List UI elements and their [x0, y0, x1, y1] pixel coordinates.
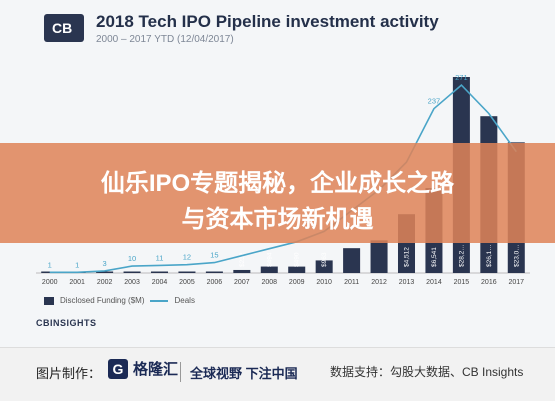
deals-value-label: 11	[156, 253, 164, 262]
x-tick-label: 2010	[316, 279, 332, 286]
x-tick-label: 2015	[454, 279, 470, 286]
x-tick-label: 2012	[371, 279, 387, 286]
bar-value-label: $963	[321, 252, 328, 267]
deals-value-label: 237	[428, 97, 441, 106]
bar	[205, 271, 223, 273]
x-tick-label: 2008	[261, 279, 277, 286]
x-tick-label: 2009	[289, 279, 305, 286]
bar	[315, 260, 333, 273]
logo-text: CB	[52, 20, 73, 36]
bar	[370, 240, 388, 273]
x-tick-label: 2013	[399, 279, 415, 286]
chart-legend: Disclosed Funding ($M) Deals	[44, 296, 195, 305]
legend-bar-label: Disclosed Funding ($M)	[60, 296, 145, 305]
x-tick-label: 2003	[124, 279, 140, 286]
bar-value-label: $26,1…	[486, 244, 493, 267]
chart-subtitle: 2000 – 2017 YTD (12/04/2017)	[96, 34, 234, 45]
bar-value-label: $28,2…	[458, 244, 465, 267]
deals-value-label: 12	[183, 253, 191, 262]
bar-value-label: $6,541	[431, 247, 438, 267]
footer: 图片制作： G 格隆汇 全球视野 下注中国 数据支持：勾股大数据、CB Insi…	[0, 347, 555, 401]
bar-value-label: $494	[266, 252, 273, 267]
banner-line-2: 与资本市场新机遇	[181, 206, 374, 233]
bar-value-label: $4,512	[404, 247, 411, 267]
deals-value-label: 10	[128, 254, 136, 263]
deals-value-label: 271	[455, 73, 468, 82]
bar	[178, 271, 196, 273]
cb-logo: CB	[44, 14, 84, 42]
bar	[123, 271, 141, 273]
source-brand: CBINSIGHTS	[36, 318, 97, 328]
bar	[343, 248, 361, 273]
legend-bar-swatch	[44, 296, 54, 305]
banner-line-1: 仙乐IPO专题揭秘，企业成长之路	[100, 170, 455, 197]
bar	[288, 266, 306, 273]
legend-line-label: Deals	[174, 296, 195, 305]
x-tick-label: 2016	[481, 279, 497, 286]
bar	[96, 271, 114, 273]
data-source: 数据支持：勾股大数据、CB Insights	[330, 365, 524, 379]
chart-title: 2018 Tech IPO Pipeline investment activi…	[96, 12, 439, 31]
x-tick-label: 2001	[69, 279, 85, 286]
x-tick-label: 2004	[152, 279, 168, 286]
deals-value-label: 15	[210, 251, 218, 260]
overlay-banner: 仙乐IPO专题揭秘，企业成长之路 与资本市场新机遇	[0, 143, 555, 243]
bar-value-label: $490	[294, 252, 301, 267]
brand-name: 格隆汇	[133, 361, 179, 378]
brand-slogan: 全球视野 下注中国	[190, 366, 298, 381]
x-tick-label: 2006	[207, 279, 223, 286]
x-tick-label: 2017	[508, 279, 524, 286]
deals-line	[49, 84, 517, 274]
deals-value-label: 1	[48, 260, 52, 269]
bar	[150, 271, 169, 273]
bar	[260, 266, 278, 273]
bar-value-label: $23,0…	[513, 244, 520, 267]
deals-value-label: 3	[103, 259, 107, 268]
bar	[233, 269, 251, 273]
gelonghui-logo-icon: G	[108, 358, 128, 379]
made-by-label: 图片制作：	[36, 366, 102, 381]
x-tick-label: 2014	[426, 279, 442, 286]
x-tick-label: 2011	[344, 279, 359, 286]
x-tick-label: 2002	[97, 279, 113, 286]
legend-line-swatch	[150, 299, 169, 302]
bar-value-label: $232	[239, 252, 246, 267]
x-tick-label: 2005	[179, 279, 195, 286]
footer-divider	[180, 362, 181, 382]
gelonghui-brand: G 格隆汇	[108, 358, 178, 379]
x-tick-label: 2000	[42, 279, 58, 286]
x-tick-label: 2007	[234, 279, 250, 286]
deals-value-label: 1	[75, 260, 79, 269]
